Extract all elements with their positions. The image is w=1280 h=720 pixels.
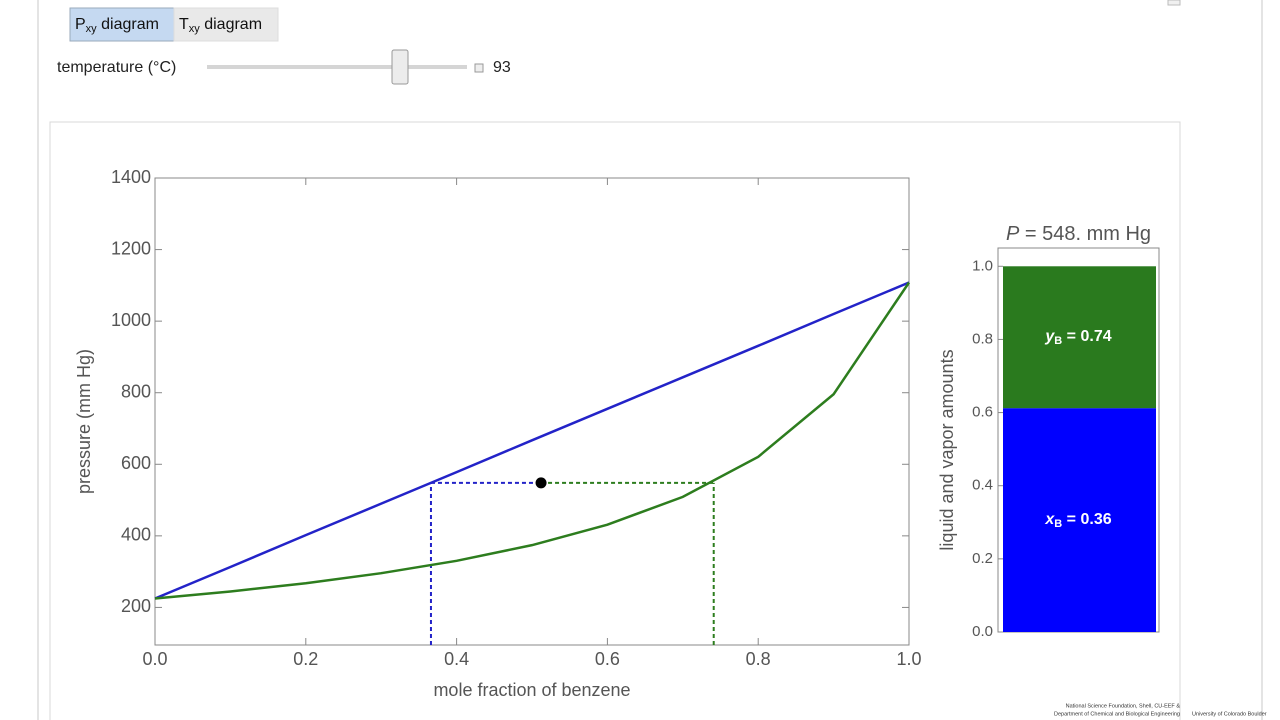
segment-label-text: = 0.36 xyxy=(1062,511,1111,528)
y-tick-label: 800 xyxy=(121,381,151,401)
x-axis-label: mole fraction of benzene xyxy=(433,680,630,700)
y-tick-label: 0.4 xyxy=(972,477,993,494)
y-tick-label: 1000 xyxy=(111,310,151,330)
y-axis-label: liquid and vapor amounts xyxy=(937,349,957,550)
segment-label-sub: B xyxy=(1054,335,1062,347)
tab-sub: xy xyxy=(189,23,201,35)
bar-title-text: = 548. mm Hg xyxy=(1019,223,1151,245)
y-tick-label: 1200 xyxy=(111,238,151,258)
slider-value: 93 xyxy=(493,59,511,76)
slider-expand[interactable] xyxy=(474,63,484,73)
plot-frame xyxy=(154,177,910,646)
x-tick-label: 0.4 xyxy=(444,649,469,669)
tab-label[interactable]: Txy diagram xyxy=(179,16,262,35)
tab[interactable] xyxy=(173,7,279,42)
x-tick-label: 1.0 xyxy=(896,649,921,669)
output-panel xyxy=(49,121,1181,720)
tab-main: T xyxy=(179,16,189,33)
y-tick-label: 0.2 xyxy=(972,550,993,567)
tab-main: P xyxy=(75,16,86,33)
y-tick-label: 1.0 xyxy=(972,257,993,274)
segment-label-text: = 0.74 xyxy=(1062,328,1111,345)
footer-credit: Department of Chemical and Biological En… xyxy=(1054,711,1180,717)
slider-thumb[interactable] xyxy=(391,49,409,85)
y-tick-label: 0.8 xyxy=(972,330,993,347)
bar-title: P = 548. mm Hg xyxy=(1006,223,1151,245)
segment-label-var: y xyxy=(1044,328,1055,345)
bar-segment xyxy=(1003,266,1156,409)
tab-sub: xy xyxy=(86,23,98,35)
tab-rest: diagram xyxy=(200,16,262,33)
tab-label[interactable]: Pxy diagram xyxy=(75,16,159,35)
y-tick-label: 200 xyxy=(121,596,151,616)
y-axis-label: pressure (mm Hg) xyxy=(74,349,94,494)
slider-label: temperature (°C) xyxy=(57,59,176,76)
dew-curve xyxy=(154,281,911,600)
segment-label: xB = 0.36 xyxy=(1044,511,1111,530)
segment-label: yB = 0.74 xyxy=(1044,328,1111,347)
y-tick-label: 0.6 xyxy=(972,404,993,421)
bar-segment xyxy=(1003,408,1156,632)
y-tick-label: 400 xyxy=(121,525,151,545)
x-tick-label: 0.8 xyxy=(746,649,771,669)
state-point xyxy=(535,477,547,489)
x-tick-label: 0.6 xyxy=(595,649,620,669)
y-tick-label: 1400 xyxy=(111,167,151,187)
footer-credit: National Science Foundation, Shell, CU-E… xyxy=(1066,703,1181,709)
y-tick-label: 0.0 xyxy=(972,623,993,640)
x-tick-label: 0.0 xyxy=(142,649,167,669)
tab[interactable] xyxy=(69,7,175,42)
bubble-line xyxy=(154,281,910,600)
y-tick-label: 600 xyxy=(121,453,151,473)
segment-label-sub: B xyxy=(1054,518,1062,530)
bar-title-var: P xyxy=(1006,223,1020,245)
footer-credit: University of Colorado Boulder xyxy=(1192,711,1267,717)
window-button[interactable] xyxy=(1167,0,1181,6)
segment-label-var: x xyxy=(1044,511,1055,528)
tab-rest: diagram xyxy=(97,16,159,33)
x-tick-label: 0.2 xyxy=(293,649,318,669)
